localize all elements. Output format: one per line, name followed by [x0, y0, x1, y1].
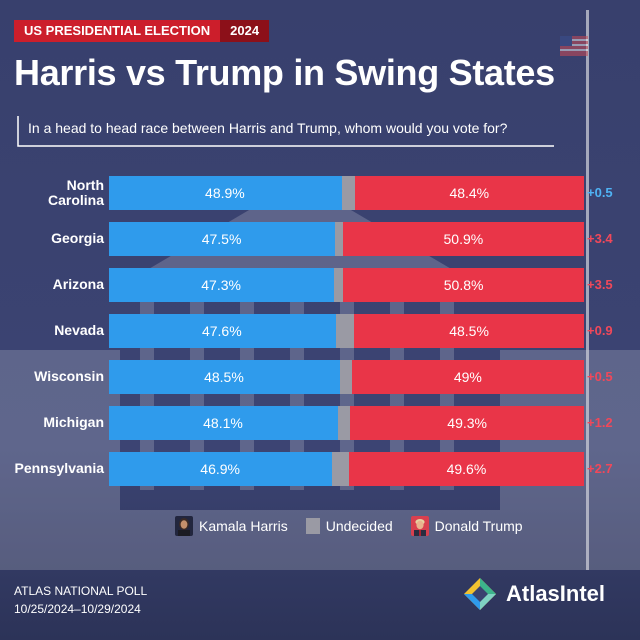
bar-trump: 49.3% [350, 406, 584, 440]
bar-trump: 49.6% [348, 452, 584, 486]
margin-label: +0.9 [587, 323, 613, 338]
bar-trump: 50.8% [343, 268, 584, 302]
bar-undecided [338, 406, 351, 440]
legend-item-trump: Donald Trump [410, 516, 523, 536]
bar-row: 48.5% 49% [109, 360, 584, 394]
legend-item-harris: Kamala Harris [175, 516, 288, 536]
undecided-swatch [305, 518, 320, 534]
atlasintel-logo-icon [464, 578, 496, 610]
bar-undecided [332, 452, 349, 486]
legend-label-undecided: Undecided [325, 518, 393, 534]
bar-harris: 48.5% [109, 360, 340, 394]
trump-avatar-icon [410, 516, 429, 536]
bar-undecided [341, 176, 355, 210]
tag-year: 2024 [220, 20, 270, 42]
tag-election: US PRESIDENTIAL ELECTION [14, 20, 221, 42]
poll-dates: 10/25/2024–10/29/2024 [14, 602, 141, 616]
state-label: Arizona [52, 276, 104, 292]
legend-label-harris: Kamala Harris [199, 518, 288, 534]
bar-undecided [335, 314, 355, 348]
poll-name: ATLAS NATIONAL POLL [14, 584, 148, 598]
chart-legend: Kamala Harris Undecided Donald Trump [175, 516, 541, 536]
bar-undecided [334, 268, 344, 302]
margin-label: +0.5 [587, 185, 613, 200]
margin-label: +0.5 [587, 369, 613, 384]
page-title: Harris vs Trump in Swing States [14, 52, 555, 93]
bar-trump: 49% [351, 360, 584, 394]
margin-label: +1.2 [587, 415, 613, 430]
bar-harris: 46.9% [109, 452, 333, 486]
margin-label: +3.5 [587, 277, 613, 292]
question-box: In a head to head race between Harris an… [14, 112, 558, 150]
state-label: North Carolina [47, 177, 104, 208]
bar-trump: 48.4% [354, 176, 584, 210]
bar-row: 47.6% 48.5% [109, 314, 584, 348]
legend-item-undecided: Undecided [305, 518, 393, 534]
bar-row: 48.9% 48.4% [109, 176, 584, 210]
state-label: Wisconsin [34, 368, 104, 384]
bar-row: 47.5% 50.9% [109, 222, 584, 256]
poll-question: In a head to head race between Harris an… [28, 120, 508, 136]
bar-harris: 47.3% [109, 268, 335, 302]
brand-logo: AtlasIntel [462, 576, 605, 612]
bar-harris: 48.1% [109, 406, 338, 440]
bar-row: 47.3% 50.8% [109, 268, 584, 302]
harris-avatar-icon [175, 516, 193, 536]
bar-trump: 48.5% [354, 314, 584, 348]
bar-trump: 50.9% [342, 222, 584, 256]
margin-label: +2.7 [587, 461, 613, 476]
legend-label-trump: Donald Trump [434, 518, 523, 534]
us-flag-icon [560, 36, 588, 56]
question-bracket [17, 116, 554, 147]
flag-pole [586, 10, 589, 570]
election-tag: US PRESIDENTIAL ELECTION 2024 [14, 20, 270, 42]
poll-info: ATLAS NATIONAL POLL 10/25/2024–10/29/202… [14, 582, 147, 618]
state-label: Nevada [54, 322, 104, 338]
bar-undecided [339, 360, 352, 394]
bar-harris: 47.5% [109, 222, 336, 256]
bar-undecided [335, 222, 343, 256]
bar-row: 48.1% 49.3% [109, 406, 584, 440]
margin-label: +3.4 [587, 231, 613, 246]
state-label: Michigan [43, 414, 104, 430]
bar-harris: 48.9% [109, 176, 342, 210]
state-label: Pennsylvania [14, 460, 105, 476]
state-label: Georgia [51, 230, 104, 246]
bar-harris: 47.6% [109, 314, 336, 348]
brand-name: AtlasIntel [506, 581, 606, 606]
bar-row: 46.9% 49.6% [109, 452, 584, 486]
